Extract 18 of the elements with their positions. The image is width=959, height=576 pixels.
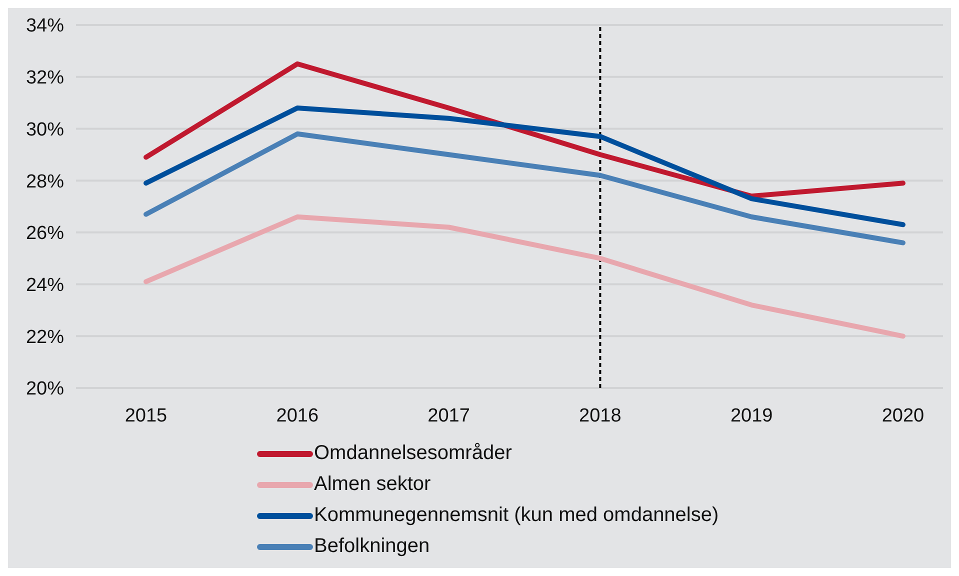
y-tick-label: 26% — [26, 223, 64, 244]
y-tick-label: 32% — [26, 68, 64, 89]
x-tick-label: 2018 — [579, 405, 622, 426]
y-tick-label: 30% — [26, 119, 64, 140]
x-tick-label: 2017 — [428, 405, 470, 426]
legend-label: Kommunegennemsnit (kun med omdannelse) — [314, 504, 719, 527]
y-tick-label: 28% — [26, 171, 64, 192]
legend-label: Befolkningen — [314, 535, 430, 558]
x-tick-label: 2015 — [124, 405, 168, 426]
x-tick-label: 2019 — [730, 405, 773, 426]
y-tick-label: 24% — [26, 275, 64, 296]
y-tick-label: 34% — [26, 16, 64, 37]
y-tick-label: 22% — [26, 326, 64, 348]
y-tick-label: 20% — [26, 378, 64, 400]
x-tick-label: 2020 — [882, 405, 924, 426]
x-tick-label: 2016 — [276, 405, 319, 426]
legend-label: Omdannelsesområder — [314, 442, 512, 465]
legend-label: Almen sektor — [314, 473, 431, 496]
